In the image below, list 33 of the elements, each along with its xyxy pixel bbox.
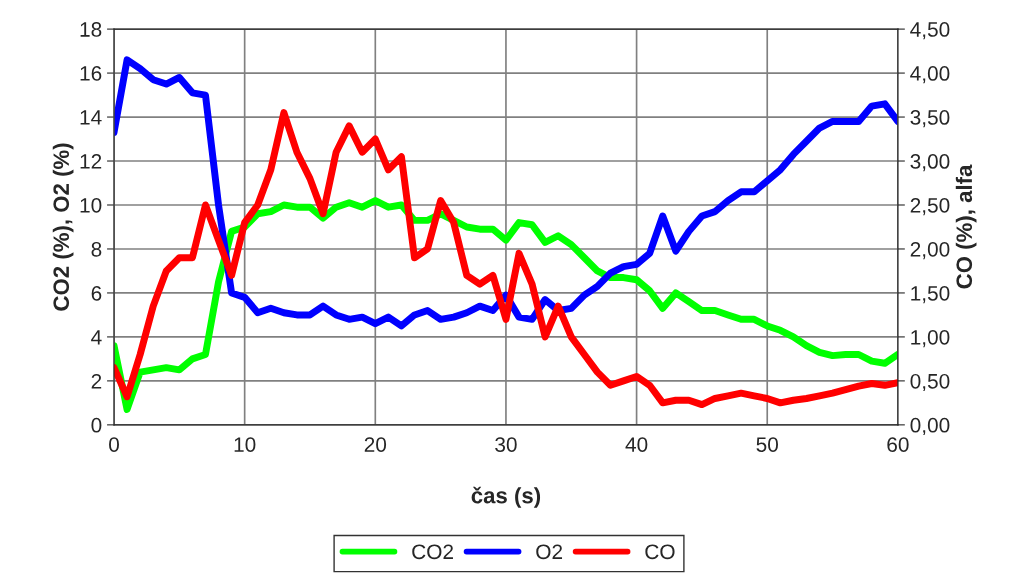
y2-tick-label: 3,50 (910, 110, 950, 128)
y2-tick-label: 3,00 (910, 154, 950, 172)
x-tick-label: 20 (364, 437, 387, 452)
y2-tick-label: 1,00 (911, 329, 950, 348)
x-axis-title: čas (s) (471, 486, 541, 508)
y-tick-label: 14 (80, 110, 102, 125)
y-tick-label: 16 (80, 66, 102, 81)
x-tick-label: 60 (887, 437, 909, 452)
legend-label: CO2 (412, 544, 453, 560)
y-tick-label: 0 (91, 417, 102, 433)
x-tick-label: 10 (234, 437, 256, 452)
y-tick-label: 2 (91, 373, 102, 389)
y-tick-label: 10 (80, 197, 102, 213)
x-tick-label: 40 (625, 437, 648, 452)
y-tick-label: 6 (91, 285, 102, 301)
y2-tick-label: 2,50 (910, 197, 950, 216)
y-tick-label: 4 (91, 330, 102, 345)
y2-tick-label: 1,50 (911, 285, 950, 304)
y-axis-title: CO2 (%), O2 (%) (52, 143, 74, 311)
y2-tick-label: 0,50 (910, 373, 950, 392)
y-tick-label: 18 (80, 22, 102, 37)
y2-tick-label: 2,00 (910, 241, 950, 260)
x-tick-label: 0 (109, 437, 119, 452)
legend-label: O2 (536, 544, 563, 560)
legend-label: CO (645, 544, 675, 560)
y2-tick-label: 4,00 (910, 66, 950, 84)
y2-tick-label: 0,00 (910, 417, 950, 436)
y2-tick-label: 4,50 (910, 22, 950, 40)
y2-axis-title: CO (%), alfa (955, 164, 977, 289)
y-tick-label: 12 (80, 154, 102, 169)
x-tick-label: 30 (495, 437, 517, 452)
y-tick-label: 8 (91, 241, 102, 257)
x-tick-label: 50 (756, 437, 779, 452)
